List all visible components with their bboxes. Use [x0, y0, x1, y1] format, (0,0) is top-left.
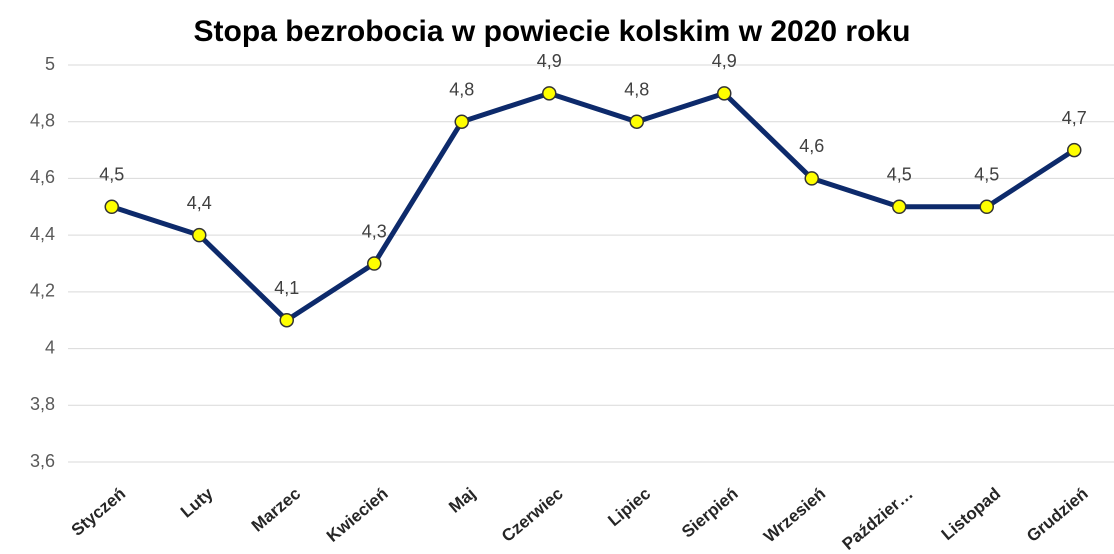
x-tick-label: Kwiecień: [323, 484, 392, 546]
x-tick-label: Lipiec: [604, 484, 654, 530]
x-tick-label: Grudzień: [1023, 484, 1092, 546]
marker: [367, 256, 382, 271]
x-tick-label: Sierpień: [678, 484, 742, 542]
chart-title: Stopa bezrobocia w powiecie kolskim w 20…: [194, 15, 911, 48]
data-label: 4,1: [274, 278, 299, 298]
y-tick-label: 4,6: [30, 167, 55, 187]
x-tick-label: Czerwiec: [498, 484, 567, 546]
marker: [279, 312, 294, 328]
x-tick-label: Styczeń: [68, 484, 129, 540]
line: [110, 90, 1076, 323]
data-label: 4,4: [187, 193, 212, 213]
y-tick-label: 5: [45, 54, 55, 74]
y-tick-label: 3,8: [30, 394, 55, 414]
y-tick-label: 4: [45, 337, 55, 357]
marker: [454, 114, 469, 129]
x-tick-label: Luty: [177, 484, 217, 522]
y-tick-label: 4,8: [30, 110, 55, 130]
data-label: 4,8: [449, 79, 474, 99]
marker: [979, 199, 994, 215]
x-tick-label: Paździer…: [839, 484, 917, 554]
y-tick-label: 4,4: [30, 224, 55, 244]
marker: [629, 114, 644, 129]
data-label: 4,7: [1062, 108, 1087, 128]
x-tick-label: Listopad: [938, 484, 1004, 544]
x-tick-label: Maj: [445, 484, 479, 517]
x-tick-label: Marzec: [248, 484, 304, 536]
marker: [804, 171, 819, 186]
marker: [892, 199, 907, 215]
data-label: 4,5: [99, 165, 124, 185]
marker: [542, 86, 557, 101]
data-label: 4,6: [799, 136, 824, 156]
data-label: 4,9: [537, 51, 562, 71]
marker: [104, 199, 119, 215]
data-label: 4,8: [624, 79, 649, 99]
y-tick-label: 4,2: [30, 281, 55, 301]
marker: [192, 227, 207, 243]
data-label: 4,3: [362, 221, 387, 241]
data-label: 4,5: [887, 165, 912, 185]
data-label: 4,5: [974, 165, 999, 185]
y-tick-label: 3,6: [30, 451, 55, 471]
marker: [717, 86, 732, 101]
x-tick-label: Wrzesień: [760, 484, 829, 546]
marker: [1067, 142, 1082, 158]
data-label: 4,9: [712, 51, 737, 71]
